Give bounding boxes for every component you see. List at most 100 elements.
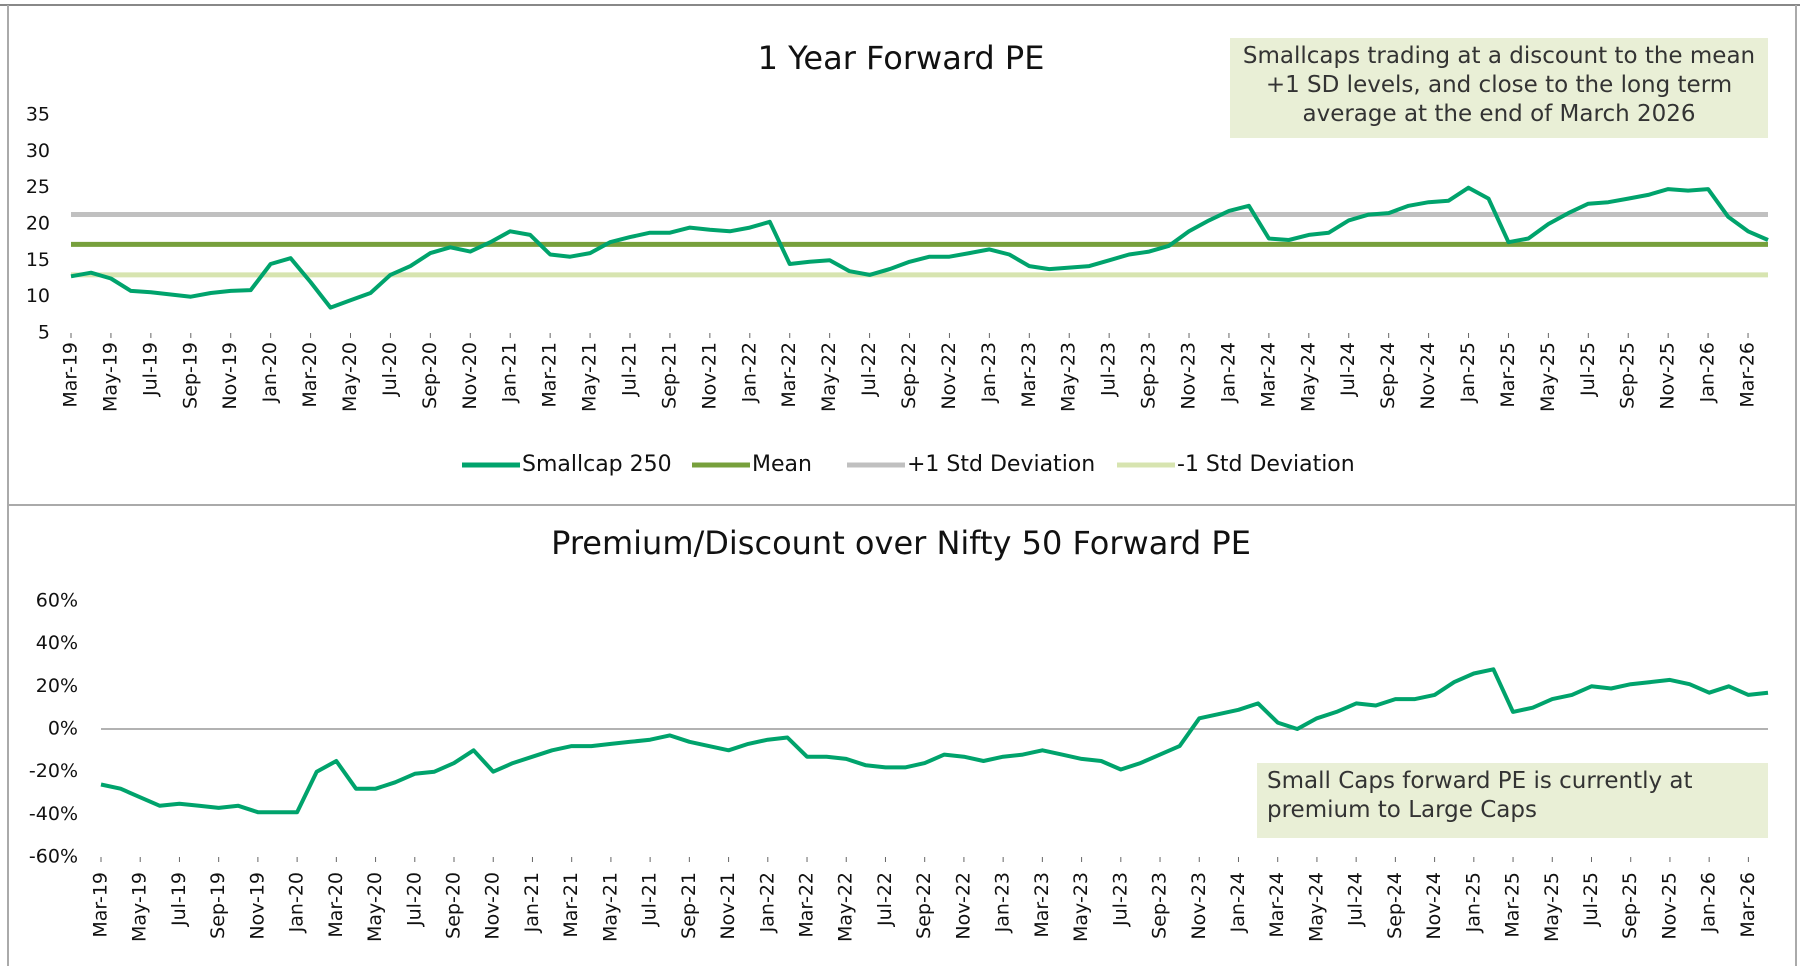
x-tick-label: Jan-21 (499, 342, 521, 403)
x-tick-label: Jan-24 (1227, 872, 1249, 933)
x-tick-label: Mar-20 (299, 342, 321, 408)
y-tick-label: 35 (26, 104, 50, 126)
x-tick-label: Mar-22 (796, 872, 818, 938)
x-tick-label: Nov-22 (952, 872, 974, 940)
x-tick-label: Jul-24 (1337, 342, 1359, 397)
x-tick-label: Sep-24 (1384, 872, 1406, 939)
x-tick-label: Nov-23 (1178, 342, 1200, 410)
x-tick-label: Jul-19 (139, 342, 161, 397)
x-tick-label: Jul-22 (858, 342, 880, 397)
chart-title: 1 Year Forward PE (758, 39, 1045, 77)
x-tick-label: Mar-21 (560, 872, 582, 938)
x-tick-label: Jul-25 (1580, 872, 1602, 927)
x-tick-label: Jul-20 (379, 342, 401, 397)
x-tick-label: May-24 (1297, 342, 1319, 412)
legend-label: Mean (752, 452, 812, 477)
x-tick-label: Mar-24 (1257, 342, 1279, 408)
x-tick-label: Nov-22 (938, 342, 960, 410)
x-tick-label: Mar-22 (778, 342, 800, 408)
x-tick-label: Jan-20 (286, 872, 308, 933)
x-tick-label: May-25 (1537, 342, 1559, 412)
x-tick-label: Jan-22 (738, 342, 760, 403)
x-tick-label: Mar-25 (1497, 342, 1519, 408)
x-tick-label: Nov-21 (698, 342, 720, 410)
x-tick-label: Sep-20 (443, 872, 465, 939)
y-tick-label: 30 (26, 140, 50, 162)
x-tick-label: Jul-20 (403, 872, 425, 927)
x-tick-label: Nov-24 (1417, 342, 1439, 410)
x-tick-label: Sep-21 (658, 342, 680, 409)
x-tick-label: Nov-24 (1423, 872, 1445, 940)
x-tick-label: Jan-26 (1697, 342, 1719, 403)
y-tick-label: 10 (26, 285, 50, 307)
x-tick-label: Mar-20 (325, 872, 347, 938)
x-tick-label: Jul-21 (639, 872, 661, 927)
x-tick-label: Mar-23 (1018, 342, 1040, 408)
y-tick-label: -60% (29, 846, 78, 868)
x-tick-label: Nov-21 (717, 872, 739, 940)
x-tick-label: Jul-22 (874, 872, 896, 927)
x-tick-label: Jan-22 (756, 872, 778, 933)
x-tick-label: Mar-19 (60, 342, 82, 408)
x-tick-label: May-25 (1541, 872, 1563, 942)
legend-label: Smallcap 250 (522, 452, 672, 477)
x-tick-label: Sep-23 (1149, 872, 1171, 939)
x-tick-label: Sep-25 (1617, 342, 1639, 409)
y-tick-label: -40% (29, 803, 78, 825)
x-tick-label: May-23 (1070, 872, 1092, 942)
y-tick-label: 20% (36, 675, 78, 697)
x-tick-label: Jul-23 (1098, 342, 1120, 397)
annotation: Small Caps forward PE is currently at pr… (1257, 763, 1768, 838)
x-tick-label: May-22 (835, 872, 857, 942)
x-tick-label: May-20 (339, 342, 361, 412)
x-tick-label: Sep-19 (207, 872, 229, 939)
x-tick-label: Mar-26 (1737, 342, 1759, 408)
x-tick-label: Nov-19 (219, 342, 241, 410)
x-tick-label: Mar-26 (1737, 872, 1759, 938)
x-tick-label: Jul-23 (1109, 872, 1131, 927)
x-tick-label: Jul-21 (619, 342, 641, 397)
x-tick-label: Jan-21 (521, 872, 543, 933)
y-tick-label: 0% (48, 718, 78, 740)
x-tick-label: May-20 (364, 872, 386, 942)
x-tick-label: Mar-24 (1266, 872, 1288, 938)
x-tick-label: May-19 (99, 342, 121, 412)
x-tick-label: Sep-19 (179, 342, 201, 409)
x-tick-label: Jan-23 (992, 872, 1014, 933)
x-tick-label: Nov-23 (1188, 872, 1210, 940)
x-tick-label: Sep-22 (913, 872, 935, 939)
x-tick-label: Sep-23 (1138, 342, 1160, 409)
x-tick-label: Sep-21 (678, 872, 700, 939)
x-tick-label: Nov-19 (246, 872, 268, 940)
x-tick-label: May-21 (579, 342, 601, 412)
y-tick-label: 40% (36, 632, 78, 654)
x-tick-label: Mar-19 (90, 872, 112, 938)
x-tick-label: May-24 (1305, 872, 1327, 942)
legend-label: +1 Std Deviation (907, 452, 1095, 477)
x-tick-label: Jan-25 (1462, 872, 1484, 933)
x-tick-label: Mar-21 (539, 342, 561, 408)
x-tick-label: Jan-26 (1698, 872, 1720, 933)
x-tick-label: May-19 (129, 872, 151, 942)
y-tick-label: -20% (29, 760, 78, 782)
x-tick-label: Jan-23 (978, 342, 1000, 403)
x-tick-label: Jan-24 (1217, 342, 1239, 403)
x-tick-label: Jul-25 (1577, 342, 1599, 397)
x-tick-label: Nov-25 (1658, 872, 1680, 940)
x-tick-label: Jan-25 (1457, 342, 1479, 403)
x-tick-label: Mar-25 (1502, 872, 1524, 938)
y-tick-label: 5 (38, 322, 50, 344)
x-tick-label: Jan-20 (259, 342, 281, 403)
data-line (100, 667, 1769, 815)
y-tick-label: 20 (26, 213, 50, 235)
x-tick-label: Sep-24 (1377, 342, 1399, 409)
x-tick-label: May-21 (599, 872, 621, 942)
x-tick-label: Jul-24 (1345, 872, 1367, 927)
x-tick-label: Jul-19 (168, 872, 190, 927)
x-tick-label: Nov-20 (459, 342, 481, 410)
chart-title: Premium/Discount over Nifty 50 Forward P… (551, 524, 1251, 562)
x-tick-label: Sep-20 (419, 342, 441, 409)
x-tick-label: Mar-23 (1031, 872, 1053, 938)
